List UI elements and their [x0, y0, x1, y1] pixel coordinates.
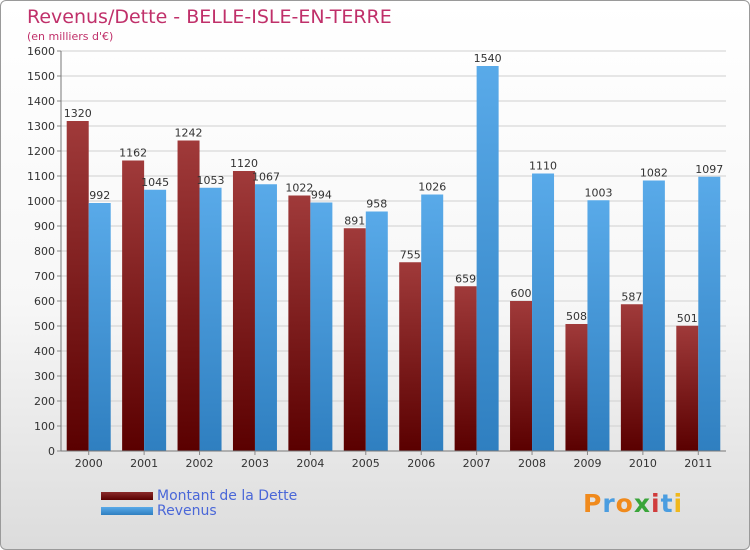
bar-debt-2011 — [676, 325, 699, 451]
legend-swatch-debt — [101, 492, 153, 500]
y-tick-label: 100 — [34, 420, 55, 433]
data-label-revenue-2009: 1003 — [584, 186, 612, 199]
bar-revenue-2001 — [144, 189, 167, 451]
y-tick-label: 1100 — [27, 170, 55, 183]
data-label-revenue-2006: 1026 — [418, 181, 446, 194]
y-tick-label: 1600 — [27, 45, 55, 58]
bar-debt-2004 — [288, 195, 311, 451]
data-label-revenue-2005: 958 — [366, 198, 387, 211]
x-tick-label: 2008 — [518, 457, 546, 470]
y-tick-label: 700 — [34, 270, 55, 283]
x-tick-label: 2002 — [186, 457, 214, 470]
y-tick-label: 1000 — [27, 195, 55, 208]
bar-debt-2001 — [122, 160, 145, 451]
y-tick-label: 200 — [34, 395, 55, 408]
chart-subtitle: (en milliers d'€) — [27, 30, 114, 43]
x-tick-label: 2011 — [684, 457, 712, 470]
logo-letter: r — [602, 489, 616, 518]
data-label-debt-2000: 1320 — [64, 107, 92, 120]
bar-revenue-2011 — [698, 176, 721, 451]
logo-letter: i — [651, 489, 661, 518]
y-tick-label: 500 — [34, 320, 55, 333]
data-label-debt-2001: 1162 — [119, 147, 147, 160]
x-tick-label: 2004 — [296, 457, 324, 470]
legend-label-revenue: Revenus — [157, 503, 217, 519]
bar-debt-2000 — [66, 121, 89, 451]
y-tick-label: 800 — [34, 245, 55, 258]
x-tick-label: 2010 — [629, 457, 657, 470]
data-label-debt-2005: 891 — [344, 214, 365, 227]
bar-revenue-2010 — [642, 180, 665, 451]
data-label-revenue-2002: 1053 — [197, 174, 225, 187]
bar-revenue-2002 — [199, 187, 222, 451]
data-label-revenue-2011: 1097 — [695, 163, 723, 176]
x-tick-label: 2006 — [407, 457, 435, 470]
data-label-debt-2009: 508 — [566, 310, 587, 323]
bar-revenue-2004 — [310, 202, 333, 451]
x-tick-label: 2001 — [130, 457, 158, 470]
legend-label-debt: Montant de la Dette — [157, 488, 298, 504]
x-tick-label: 2009 — [573, 457, 601, 470]
logo-letter: t — [660, 489, 674, 518]
x-tick-label: 2005 — [352, 457, 380, 470]
data-label-revenue-2003: 1067 — [252, 170, 280, 183]
data-label-debt-2002: 1242 — [175, 127, 203, 140]
bar-revenue-2005 — [365, 211, 388, 451]
bar-debt-2005 — [343, 228, 366, 451]
y-tick-label: 1500 — [27, 70, 55, 83]
data-label-debt-2008: 600 — [511, 287, 532, 300]
bar-revenue-2008 — [532, 173, 555, 451]
legend-swatch-revenue — [101, 507, 153, 515]
data-label-revenue-2000: 992 — [89, 189, 110, 202]
y-tick-label: 900 — [34, 220, 55, 233]
logo-letter: x — [633, 489, 651, 518]
data-label-debt-2010: 587 — [621, 290, 642, 303]
bar-debt-2009 — [565, 324, 588, 451]
y-tick-label: 300 — [34, 370, 55, 383]
data-label-revenue-2010: 1082 — [640, 167, 668, 180]
bar-revenue-2007 — [476, 66, 499, 451]
y-tick-label: 600 — [34, 295, 55, 308]
y-tick-label: 1200 — [27, 145, 55, 158]
data-label-debt-2011: 501 — [677, 312, 698, 325]
y-tick-label: 1400 — [27, 95, 55, 108]
data-label-debt-2004: 1022 — [285, 182, 313, 195]
y-tick-label: 400 — [34, 345, 55, 358]
logo-letter: P — [583, 489, 603, 518]
x-tick-label: 2000 — [75, 457, 103, 470]
x-tick-label: 2007 — [463, 457, 491, 470]
bar-debt-2002 — [177, 140, 200, 451]
data-label-revenue-2008: 1110 — [529, 160, 557, 173]
y-tick-label: 1300 — [27, 120, 55, 133]
chart-title: Revenus/Dette - BELLE-ISLE-EN-TERRE — [27, 6, 392, 28]
proxiti-logo: Proxiti — [583, 489, 683, 518]
x-tick-label: 2003 — [241, 457, 269, 470]
bar-debt-2007 — [454, 286, 477, 451]
logo-letter: o — [615, 489, 634, 518]
data-label-debt-2007: 659 — [455, 272, 476, 285]
data-label-debt-2006: 755 — [400, 248, 421, 261]
y-tick-label: 0 — [48, 445, 55, 458]
bar-revenue-2006 — [421, 194, 444, 451]
data-label-revenue-2007: 1540 — [474, 52, 502, 65]
bar-revenue-2009 — [587, 200, 610, 451]
data-label-debt-2003: 1120 — [230, 157, 258, 170]
bar-debt-2008 — [510, 301, 533, 451]
bar-revenue-2000 — [88, 203, 111, 451]
bar-debt-2010 — [620, 304, 643, 451]
bar-debt-2003 — [232, 171, 255, 451]
bar-debt-2006 — [399, 262, 422, 451]
data-label-revenue-2004: 994 — [311, 189, 332, 202]
logo-letter: i — [673, 489, 684, 518]
data-label-revenue-2001: 1045 — [141, 176, 169, 189]
bar-revenue-2003 — [254, 184, 277, 451]
